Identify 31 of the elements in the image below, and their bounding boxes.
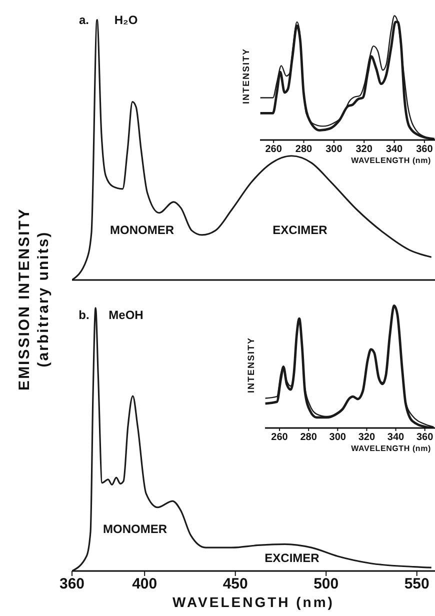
y-axis-title: INTENSITY — [245, 336, 257, 396]
x-tick-label: 360 — [59, 576, 85, 593]
x-tick-label: 360 — [416, 144, 434, 156]
x-tick-label: 280 — [300, 432, 318, 444]
x-tick-label: 340 — [387, 432, 405, 444]
x-tick-label: 280 — [295, 144, 313, 156]
x-tick-label: 260 — [265, 144, 282, 156]
x-tick-label: 500 — [314, 576, 339, 593]
x-tick-label: 550 — [404, 576, 430, 593]
annotation: MONOMER — [103, 522, 167, 536]
x-tick-label: 450 — [222, 576, 248, 593]
x-tick-label: 320 — [358, 432, 376, 444]
annotation: EXCIMER — [272, 223, 328, 237]
x-axis-title: WAVELENGTH (nm) — [172, 594, 336, 610]
x-axis-title: WAVELENGTH (nm) — [350, 444, 431, 453]
annotation: MeOH — [108, 308, 144, 322]
x-tick-label: 260 — [271, 432, 288, 444]
x-tick-label: 300 — [329, 432, 346, 444]
annotation: b. — [78, 308, 90, 322]
x-tick-label: 340 — [386, 144, 404, 156]
x-tick-label: 400 — [132, 576, 158, 593]
annotation: a. — [78, 13, 90, 27]
x-tick-label: 300 — [326, 144, 343, 156]
x-axis-title: WAVELENGTH (nm) — [350, 156, 431, 165]
x-tick-label: 360 — [416, 432, 434, 444]
x-tick-label: 320 — [356, 144, 373, 156]
annotation: MONOMER — [110, 223, 174, 237]
y-axis-title: INTENSITY — [240, 47, 252, 106]
annotation: H₂O — [114, 13, 138, 27]
y-axis-title: EMISSION INTENSITY (arbitrary units) — [15, 206, 53, 392]
annotation: EXCIMER — [264, 551, 320, 565]
